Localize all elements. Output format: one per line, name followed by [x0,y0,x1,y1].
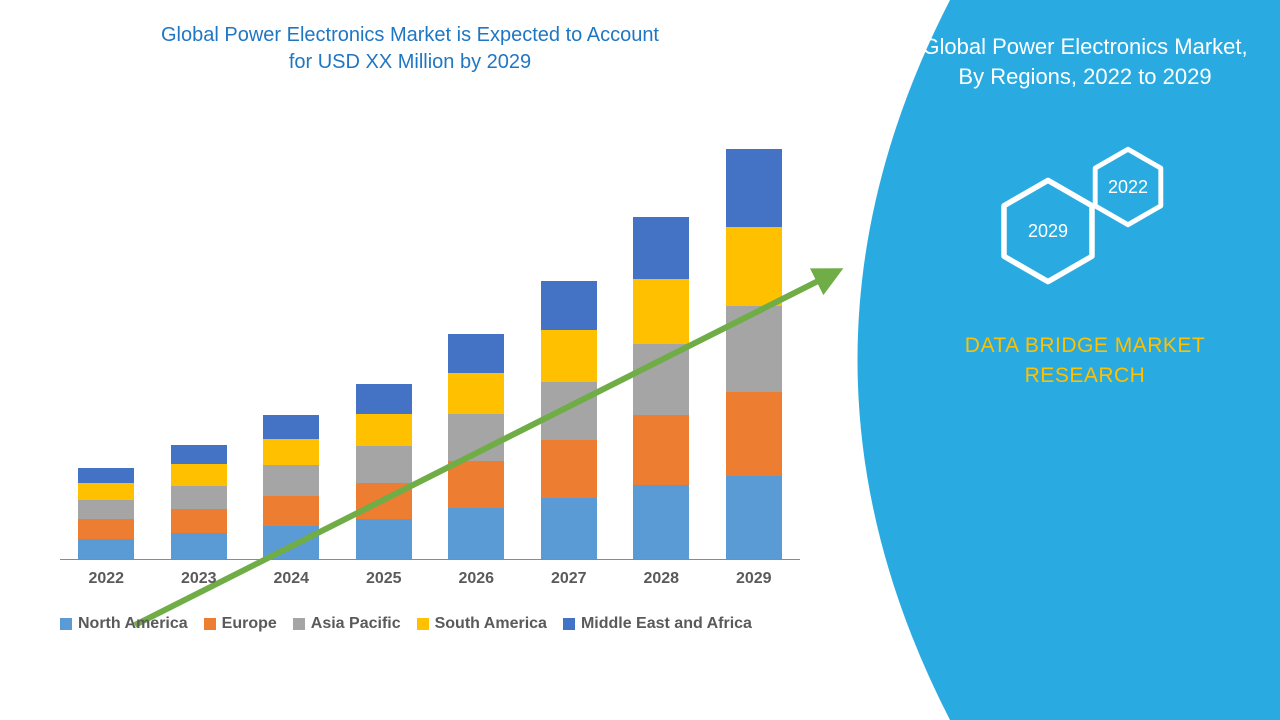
bar-segment [448,334,504,373]
hex-small: 2022 [1087,146,1169,228]
bar-segment [356,414,412,446]
bar-segment [171,486,227,510]
bar-column [633,217,689,560]
x-axis-label: 2028 [633,570,689,588]
bar-segment [448,373,504,414]
legend-item: Europe [204,615,277,633]
bar-segment [171,445,227,464]
bar-segment [726,392,782,476]
bar-segment [263,439,319,466]
chart-area: Global Power Electronics Market is Expec… [0,0,820,720]
legend-swatch [60,618,72,630]
legend-label: North America [78,615,188,633]
chart-title-line1: Global Power Electronics Market is Expec… [161,24,659,46]
legend-swatch [417,618,429,630]
bar-segment [726,476,782,560]
bar-column [356,384,412,560]
legend-label: Europe [222,615,277,633]
legend: North America Europe Asia Pacific South Ame… [60,615,800,633]
legend-label: South America [435,615,547,633]
chart-title: Global Power Electronics Market is Expec… [0,22,820,76]
brand-line2: RESEARCH [1025,364,1146,387]
right-title-line2: By Regions, 2022 to 2029 [958,64,1211,89]
bar-container [60,130,800,560]
right-panel: Global Power Electronics Market, By Regi… [820,0,1280,720]
bar-column [448,334,504,560]
bar-segment [263,526,319,560]
bar-column [263,415,319,560]
legend-swatch [293,618,305,630]
bar-segment [633,279,689,344]
bar-segment [541,382,597,440]
bar-segment [356,519,412,560]
bar-segment [171,464,227,486]
hex-large-label: 2029 [1028,221,1068,242]
x-axis-label: 2023 [171,570,227,588]
chart-plot [60,130,800,560]
bar-segment [448,414,504,461]
legend-item: South America [417,615,547,633]
legend-item: North America [60,615,188,633]
x-axis-baseline [60,559,800,560]
bar-segment [263,496,319,526]
bar-segment [633,485,689,560]
brand-line1: DATA BRIDGE MARKET [965,334,1205,357]
hex-small-label: 2022 [1108,177,1148,198]
x-axis-label: 2024 [263,570,319,588]
brand-text: DATA BRIDGE MARKET RESEARCH [920,331,1250,390]
bar-segment [356,384,412,414]
legend-item: Asia Pacific [293,615,401,633]
bar-segment [356,483,412,520]
bar-segment [263,465,319,495]
legend-item: Middle East and Africa [563,615,752,633]
bar-segment [726,149,782,226]
bar-segment [541,330,597,382]
bar-segment [633,344,689,415]
bar-segment [171,533,227,560]
legend-swatch [204,618,216,630]
bar-column [78,468,134,560]
hex-graphic: 2029 2022 [975,146,1195,296]
x-axis-label: 2026 [448,570,504,588]
bar-segment [171,509,227,533]
bar-segment [633,217,689,279]
right-panel-title: Global Power Electronics Market, By Regi… [920,32,1250,91]
bar-segment [448,461,504,508]
bar-column [541,281,597,560]
bar-segment [633,415,689,485]
bar-column [171,445,227,560]
bar-segment [448,508,504,560]
bar-segment [541,440,597,498]
x-axis-label: 2025 [356,570,412,588]
bar-segment [263,415,319,439]
chart-title-line2: for USD XX Million by 2029 [289,51,531,73]
bar-segment [78,468,134,483]
x-axis-label: 2029 [726,570,782,588]
legend-swatch [563,618,575,630]
legend-label: Asia Pacific [311,615,401,633]
x-axis-label: 2027 [541,570,597,588]
bar-segment [726,306,782,392]
bar-segment [356,446,412,483]
x-axis-label: 2022 [78,570,134,588]
bar-segment [78,539,134,561]
bar-column [726,149,782,560]
bar-segment [541,281,597,330]
bar-segment [78,483,134,500]
legend-label: Middle East and Africa [581,615,752,633]
bar-segment [726,227,782,307]
bar-segment [78,500,134,519]
x-axis-labels: 2022 2023 2024 2025 2026 2027 2028 2029 [60,570,800,588]
right-title-line1: Global Power Electronics Market, [922,34,1247,59]
bar-segment [541,498,597,560]
bar-segment [78,519,134,538]
